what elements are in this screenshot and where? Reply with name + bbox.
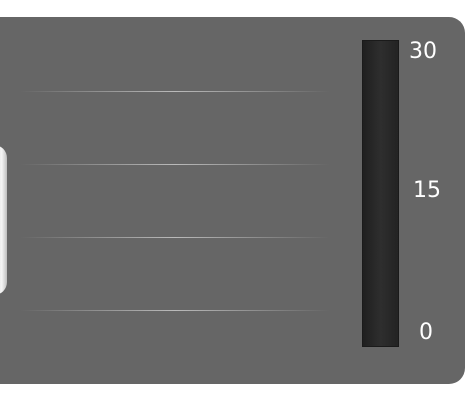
level-meter-track [362, 40, 399, 347]
scale-label-min: 0 [419, 320, 433, 345]
panel-divider-4 [20, 310, 330, 311]
dial-knob-edge[interactable] [0, 145, 7, 295]
meter-panel: 30 15 0 [0, 17, 465, 384]
panel-divider-2 [20, 164, 330, 165]
panel-divider-1 [20, 91, 330, 92]
scale-label-mid: 15 [413, 178, 441, 203]
panel-divider-3 [20, 237, 330, 238]
scale-label-max: 30 [409, 39, 437, 64]
